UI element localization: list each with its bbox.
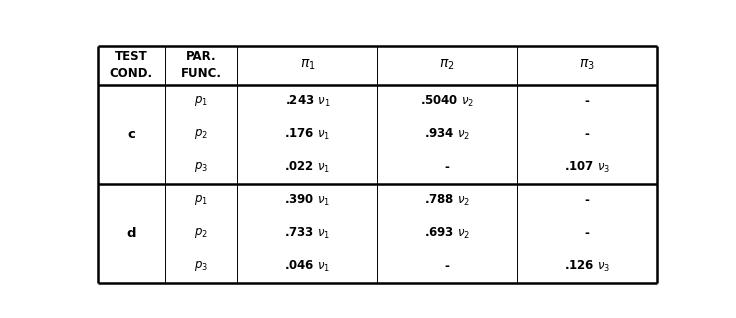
Text: c: c bbox=[127, 128, 135, 141]
Text: -: - bbox=[584, 128, 590, 141]
Text: $\pi_3$: $\pi_3$ bbox=[579, 58, 595, 72]
Text: PAR.
FUNC.: PAR. FUNC. bbox=[180, 50, 222, 80]
Text: -: - bbox=[584, 227, 590, 240]
Text: .5040 $\nu_2$: .5040 $\nu_2$ bbox=[420, 94, 474, 109]
Text: .107 $\nu_3$: .107 $\nu_3$ bbox=[564, 160, 610, 175]
Text: .046 $\nu_1$: .046 $\nu_1$ bbox=[284, 259, 330, 274]
Text: .243 $\nu_1$: .243 $\nu_1$ bbox=[285, 94, 330, 109]
Text: -: - bbox=[584, 194, 590, 207]
Text: $p_3$: $p_3$ bbox=[194, 160, 208, 174]
Text: .126 $\nu_3$: .126 $\nu_3$ bbox=[564, 259, 610, 274]
Text: $\pi_2$: $\pi_2$ bbox=[439, 58, 455, 72]
Text: -: - bbox=[445, 260, 450, 273]
Text: $p_2$: $p_2$ bbox=[194, 127, 208, 141]
Text: .176 $\nu_1$: .176 $\nu_1$ bbox=[284, 127, 330, 142]
Text: .693 $\nu_2$: .693 $\nu_2$ bbox=[424, 226, 470, 241]
Text: -: - bbox=[445, 161, 450, 174]
Text: $p_1$: $p_1$ bbox=[194, 193, 208, 207]
Text: $p_3$: $p_3$ bbox=[194, 259, 208, 273]
Text: .390 $\nu_1$: .390 $\nu_1$ bbox=[284, 193, 330, 208]
Text: .733 $\nu_1$: .733 $\nu_1$ bbox=[284, 226, 330, 241]
Text: .788 $\nu_2$: .788 $\nu_2$ bbox=[424, 193, 470, 208]
Text: .022 $\nu_1$: .022 $\nu_1$ bbox=[284, 160, 330, 175]
Text: $p_2$: $p_2$ bbox=[194, 226, 208, 240]
Text: $\pi_1$: $\pi_1$ bbox=[300, 58, 315, 72]
Text: -: - bbox=[584, 95, 590, 108]
Text: d: d bbox=[127, 227, 136, 240]
Text: $p_1$: $p_1$ bbox=[194, 94, 208, 108]
Text: TEST
COND.: TEST COND. bbox=[110, 50, 153, 80]
Text: .934 $\nu_2$: .934 $\nu_2$ bbox=[424, 127, 470, 142]
